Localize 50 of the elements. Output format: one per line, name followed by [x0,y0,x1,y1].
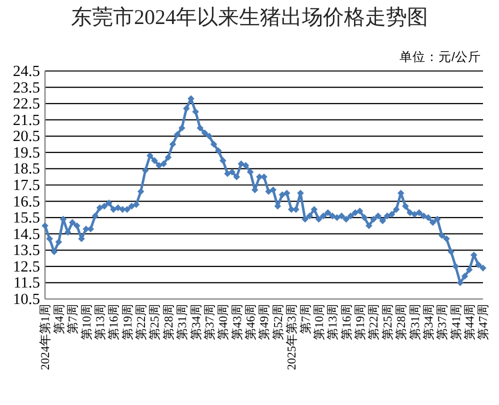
xtick-label: 第13周 [326,304,340,340]
title: 东莞市2024年以来生猪出场价格走势图 [71,5,428,29]
ytick-label: 22.5 [12,96,40,113]
ytick-label: 20.5 [12,128,40,146]
xtick-label: 第34周 [188,304,203,340]
xtick-label: 第40周 [216,304,230,340]
xtick-label: 第41周 [448,304,463,340]
xtick-label: 第22周 [366,304,381,340]
xtick-label: 第10周 [312,304,326,340]
xtick-label: 第43周 [230,304,244,340]
ytick-label: 15.5 [12,210,40,227]
xtick-label: 第7周 [66,304,80,334]
xtick-label: 第37周 [202,304,216,340]
xtick-label: 第25周 [380,304,394,340]
xtick-label: 第28周 [394,304,408,340]
ytick-label: 10.5 [12,291,40,308]
ytick-label: 14.5 [12,226,40,243]
ytick-label: 17.5 [12,177,40,194]
xtick-label: 2024年第1周 [38,304,52,370]
ytick-label: 24.5 [12,63,40,80]
ytick-label: 16.5 [12,193,40,210]
xtick-label: 2025年第3周 [284,304,299,370]
xtick-label: 第19周 [353,304,368,340]
xtick-label: 第47周 [476,304,490,340]
xtick-label: 第46周 [244,304,258,340]
ytick-label: 12.5 [12,258,40,276]
xtick-label: 第4周 [52,304,66,334]
xtick-label: 第16周 [339,304,354,340]
xtick-label: 第19周 [120,304,134,340]
annotation: 单位：元/公斤 [400,50,481,64]
xtick-label: 第34周 [421,304,436,340]
ytick-label: 13.5 [12,242,40,260]
xtick-label: 第25周 [148,304,162,340]
xtick-label: 第16周 [106,304,121,340]
ytick-label: 18.5 [12,160,40,178]
ytick-label: 11.5 [13,274,40,292]
xtick-label: 第28周 [161,304,176,340]
xtick-label: 第49周 [257,304,272,340]
xtick-label: 第7周 [298,304,312,334]
xtick-label: 第37周 [435,304,450,340]
xtick-label: 第31周 [175,304,190,340]
xtick-label: 第31周 [408,304,422,340]
xtick-label: 第52周 [270,304,285,340]
xtick-label: 第22周 [134,304,148,340]
ytick-label: 21.5 [12,112,40,129]
ytick-label: 23.5 [12,79,40,96]
xtick-label: 第10周 [79,304,94,340]
xtick-label: 第44周 [462,304,477,340]
ytick-label: 19.5 [12,144,40,162]
xtick-label: 第13周 [92,304,107,340]
